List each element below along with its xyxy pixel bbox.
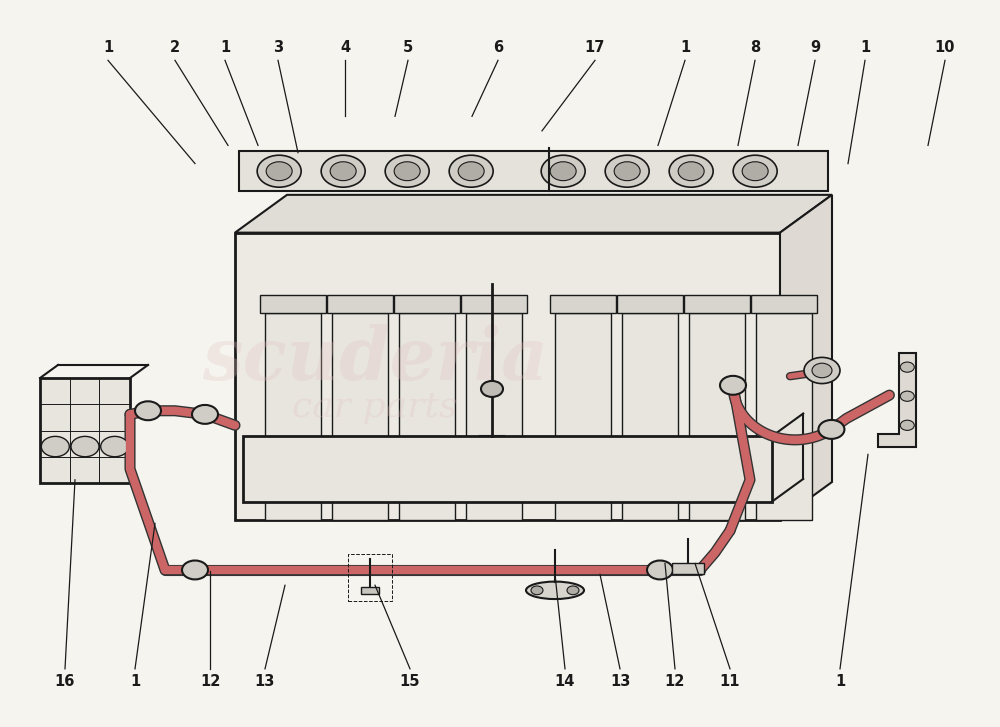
Circle shape — [394, 162, 420, 181]
Text: 13: 13 — [610, 675, 630, 689]
Bar — [617, 295, 683, 313]
Circle shape — [647, 561, 673, 579]
Text: car parts: car parts — [292, 390, 458, 424]
Circle shape — [385, 156, 429, 188]
Circle shape — [605, 156, 649, 188]
Bar — [689, 313, 745, 520]
Bar — [466, 313, 522, 520]
Text: 3: 3 — [273, 40, 283, 55]
Circle shape — [182, 561, 208, 579]
Text: 12: 12 — [665, 675, 685, 689]
Circle shape — [900, 391, 914, 401]
Text: scuderia: scuderia — [202, 324, 548, 395]
Bar — [751, 295, 817, 313]
Text: 6: 6 — [493, 40, 503, 55]
Text: 2: 2 — [170, 40, 180, 55]
Bar — [394, 295, 460, 313]
Polygon shape — [878, 353, 916, 447]
Text: 9: 9 — [810, 40, 820, 55]
Circle shape — [733, 156, 777, 188]
Bar — [399, 313, 455, 520]
Circle shape — [266, 162, 292, 181]
Circle shape — [550, 162, 576, 181]
Circle shape — [742, 162, 768, 181]
Circle shape — [531, 586, 543, 595]
Ellipse shape — [526, 582, 584, 599]
Text: 16: 16 — [55, 675, 75, 689]
Circle shape — [192, 405, 218, 424]
Text: 11: 11 — [720, 675, 740, 689]
Text: 13: 13 — [255, 675, 275, 689]
Polygon shape — [239, 151, 828, 191]
Circle shape — [321, 156, 365, 188]
Bar — [672, 563, 704, 574]
Text: 1: 1 — [103, 40, 113, 55]
Bar — [260, 295, 326, 313]
Circle shape — [614, 162, 640, 181]
Circle shape — [449, 156, 493, 188]
Circle shape — [900, 420, 914, 430]
Text: 17: 17 — [585, 40, 605, 55]
Circle shape — [101, 436, 129, 457]
Text: 1: 1 — [680, 40, 690, 55]
Circle shape — [812, 364, 832, 378]
Text: 1: 1 — [130, 675, 140, 689]
Bar — [327, 295, 393, 313]
Circle shape — [481, 381, 503, 397]
Polygon shape — [235, 233, 780, 520]
Circle shape — [41, 436, 69, 457]
Bar — [756, 313, 812, 520]
Bar — [622, 313, 678, 520]
Polygon shape — [235, 195, 832, 233]
Bar — [550, 295, 616, 313]
Text: 1: 1 — [860, 40, 870, 55]
Circle shape — [135, 401, 161, 420]
Text: 10: 10 — [935, 40, 955, 55]
Circle shape — [720, 376, 746, 395]
Text: 15: 15 — [400, 675, 420, 689]
Bar — [555, 313, 611, 520]
Text: 1: 1 — [220, 40, 230, 55]
Text: 12: 12 — [200, 675, 220, 689]
Bar — [332, 313, 388, 520]
Text: 14: 14 — [555, 675, 575, 689]
Circle shape — [669, 156, 713, 188]
Circle shape — [818, 420, 844, 439]
Bar — [461, 295, 527, 313]
Circle shape — [257, 156, 301, 188]
Polygon shape — [780, 195, 832, 520]
Text: 8: 8 — [750, 40, 760, 55]
Text: 1: 1 — [835, 675, 845, 689]
Bar — [361, 587, 379, 594]
Circle shape — [71, 436, 99, 457]
Circle shape — [458, 162, 484, 181]
Text: 4: 4 — [340, 40, 350, 55]
Bar — [243, 436, 772, 502]
Circle shape — [804, 358, 840, 384]
Circle shape — [330, 162, 356, 181]
Bar — [40, 378, 130, 483]
Circle shape — [541, 156, 585, 188]
Text: 5: 5 — [403, 40, 413, 55]
Circle shape — [567, 586, 579, 595]
Bar — [684, 295, 750, 313]
Bar — [265, 313, 321, 520]
Circle shape — [678, 162, 704, 181]
Circle shape — [900, 362, 914, 372]
